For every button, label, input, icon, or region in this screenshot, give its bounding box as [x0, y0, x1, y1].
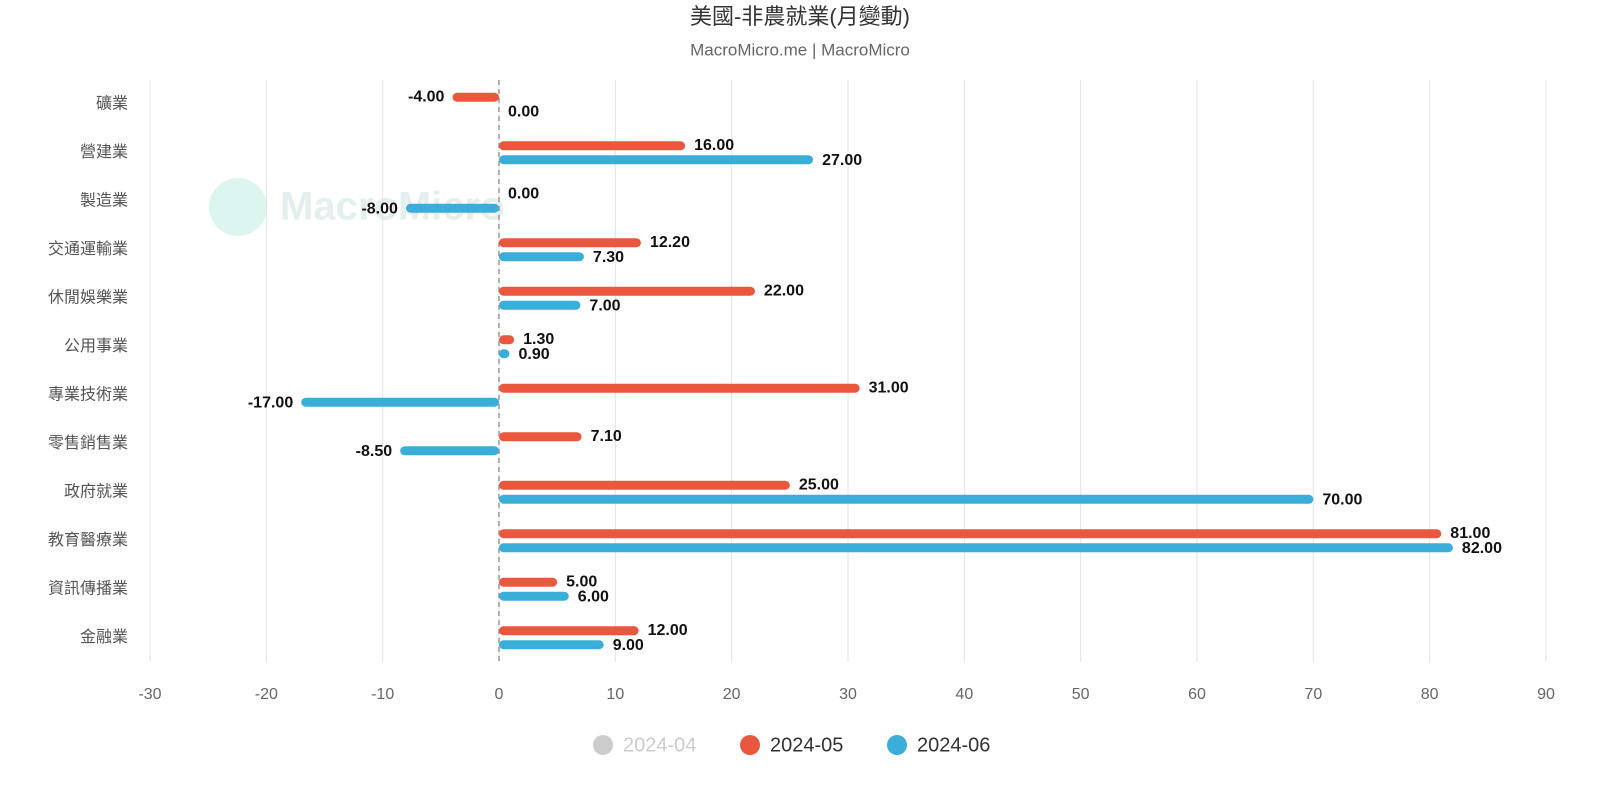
bar: [499, 141, 686, 151]
legend-marker[interactable]: [740, 735, 760, 755]
bar: [499, 626, 639, 636]
y-tick-label: 營建業: [80, 143, 128, 161]
data-label: 81.00: [1450, 525, 1490, 542]
data-label: 16.00: [694, 137, 734, 154]
watermark-logo: [209, 178, 267, 236]
data-label: 7.10: [591, 428, 622, 445]
y-tick-label: 交通運輸業: [48, 240, 128, 258]
data-label: 12.00: [648, 622, 688, 639]
chart-subtitle: MacroMicro.me | MacroMicro: [690, 40, 910, 59]
bar: [499, 238, 641, 248]
x-tick-label: 10: [606, 686, 624, 703]
bar: [400, 446, 499, 456]
y-tick-label: 礦業: [96, 94, 128, 112]
legend-marker[interactable]: [887, 735, 907, 755]
x-tick-label: 90: [1537, 686, 1555, 703]
x-tick-label: 80: [1421, 686, 1439, 703]
x-tick-label: -20: [255, 686, 278, 703]
data-label: -8.50: [356, 443, 393, 460]
data-label: 7.00: [589, 297, 620, 314]
bar: [499, 591, 569, 601]
y-tick-label: 政府就業: [64, 482, 128, 500]
x-tick-label: 50: [1072, 686, 1090, 703]
bar: [499, 335, 515, 345]
legend-marker[interactable]: [593, 735, 613, 755]
bar: [499, 577, 558, 587]
legend-label[interactable]: 2024-06: [917, 734, 990, 756]
bar: [499, 286, 755, 296]
bar: [499, 543, 1453, 553]
y-tick-label: 專業技術業: [48, 385, 128, 403]
bar: [499, 155, 814, 165]
data-label: -4.00: [408, 88, 445, 105]
legend-label[interactable]: 2024-05: [770, 734, 843, 756]
data-label: 12.20: [650, 234, 690, 251]
y-tick-label: 休閒娛樂業: [48, 288, 128, 306]
bar: [499, 640, 604, 650]
data-label: -8.00: [361, 200, 398, 217]
data-label: 0.90: [518, 346, 549, 363]
y-tick-label: 資訊傳播業: [48, 579, 128, 597]
bar: [499, 494, 1314, 504]
data-label: 27.00: [822, 152, 862, 169]
x-tick-label: 0: [495, 686, 504, 703]
data-label: 6.00: [578, 588, 609, 605]
x-tick-label: 40: [955, 686, 973, 703]
data-label: 9.00: [613, 637, 644, 654]
bar: [499, 252, 584, 262]
data-label: 25.00: [799, 476, 839, 493]
y-tick-label: 公用事業: [64, 337, 128, 355]
data-label: 82.00: [1462, 540, 1502, 557]
x-tick-label: 60: [1188, 686, 1206, 703]
bar: [499, 300, 581, 310]
x-tick-label: 70: [1304, 686, 1322, 703]
y-tick-label: 教育醫療業: [48, 531, 128, 549]
bar: [499, 529, 1442, 539]
data-label: 31.00: [869, 379, 909, 396]
chart-title: 美國-非農就業(月變動): [690, 4, 910, 29]
data-label: 0.00: [508, 185, 539, 202]
y-tick-label: 製造業: [80, 191, 128, 209]
x-tick-label: -10: [371, 686, 394, 703]
y-tick-label: 零售銷售業: [48, 434, 128, 452]
bar: [499, 349, 510, 359]
data-label: -17.00: [248, 394, 293, 411]
x-tick-label: 30: [839, 686, 857, 703]
bar: [301, 397, 499, 407]
data-label: 22.00: [764, 282, 804, 299]
bar: [499, 383, 860, 393]
bar: [499, 432, 582, 442]
data-label: 1.30: [523, 331, 554, 348]
bar: [452, 92, 499, 102]
bar: [499, 480, 790, 490]
legend-label[interactable]: 2024-04: [623, 734, 696, 756]
data-label: 5.00: [566, 573, 597, 590]
y-tick-label: 金融業: [80, 628, 128, 646]
x-tick-label: 20: [723, 686, 741, 703]
bar: [405, 203, 499, 213]
data-label: 70.00: [1322, 491, 1362, 508]
data-label: 0.00: [508, 103, 539, 120]
x-tick-label: -30: [138, 686, 161, 703]
data-label: 7.30: [593, 249, 624, 266]
